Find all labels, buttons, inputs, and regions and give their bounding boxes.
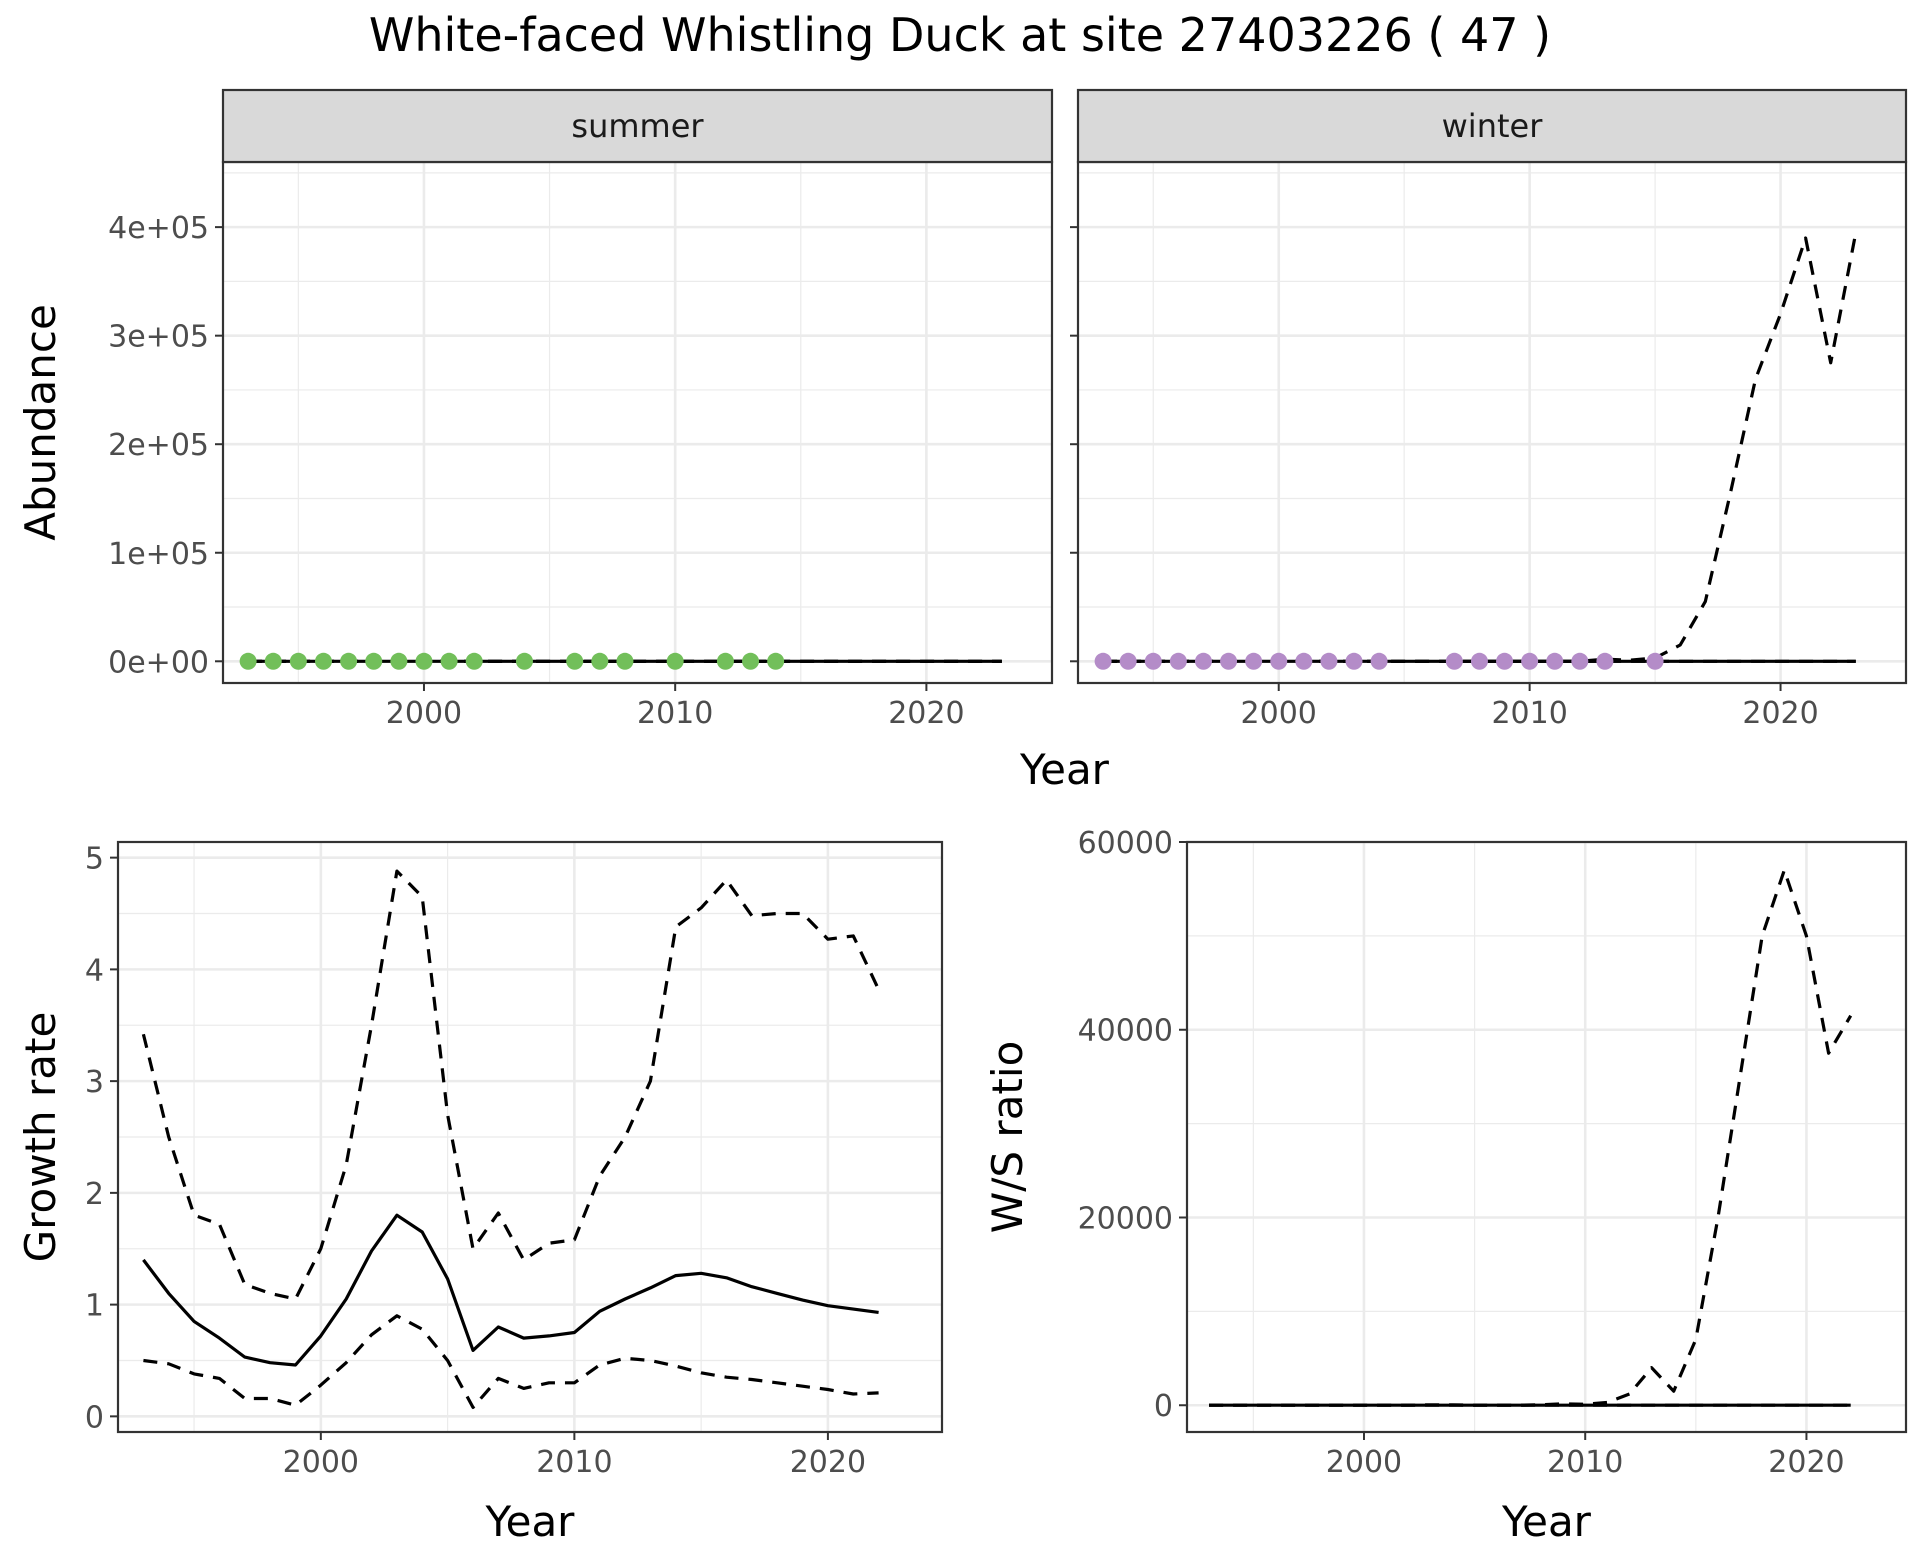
data-point bbox=[616, 652, 634, 670]
summer-panel bbox=[215, 88, 1054, 691]
y-tick-label: 2 bbox=[85, 1177, 104, 1212]
y-tick-label: 1 bbox=[85, 1289, 104, 1324]
data-point bbox=[1445, 652, 1463, 670]
winter-panel bbox=[1070, 88, 1908, 691]
x-tick-label: 2000 bbox=[386, 696, 462, 731]
data-point bbox=[1345, 652, 1363, 670]
data-point bbox=[767, 652, 785, 670]
data-point bbox=[1546, 652, 1564, 670]
confidence-bound-line bbox=[1209, 868, 1853, 1407]
data-point bbox=[1521, 652, 1539, 670]
x-tick-label: 2020 bbox=[790, 1445, 866, 1480]
x-tick-label: 2000 bbox=[283, 1445, 359, 1480]
panel-border bbox=[1185, 840, 1908, 1434]
data-point bbox=[1220, 652, 1238, 670]
data-point bbox=[1646, 652, 1664, 670]
y-tick-label: 5 bbox=[85, 842, 104, 877]
data-point bbox=[1270, 652, 1288, 670]
x-tick-label: 2010 bbox=[637, 696, 713, 731]
x-tick-label: 2000 bbox=[1326, 1445, 1402, 1480]
data-point bbox=[415, 652, 433, 670]
y-tick-label: 1e+05 bbox=[108, 537, 209, 572]
data-point bbox=[1496, 652, 1514, 670]
y-axis-title: W/S ratio bbox=[983, 1041, 1032, 1234]
y-tick-label: 4e+05 bbox=[108, 211, 209, 246]
data-point bbox=[1370, 652, 1388, 670]
data-point bbox=[1094, 652, 1112, 670]
data-point bbox=[289, 652, 307, 670]
data-point bbox=[1571, 652, 1589, 670]
data-point bbox=[1194, 652, 1212, 670]
x-tick-label: 2010 bbox=[1547, 1445, 1623, 1480]
y-tick-label: 0e+00 bbox=[108, 645, 209, 680]
data-point bbox=[666, 652, 684, 670]
x-tick-label: 2020 bbox=[1768, 1445, 1844, 1480]
x-axis-title: Year bbox=[485, 1497, 576, 1546]
estimate-line bbox=[142, 1213, 879, 1367]
y-tick-label: 3e+05 bbox=[108, 320, 209, 355]
facet-strip bbox=[1076, 88, 1908, 164]
data-point bbox=[1596, 652, 1614, 670]
x-tick-label: 2020 bbox=[888, 696, 964, 731]
panel-border bbox=[116, 840, 944, 1434]
data-point bbox=[239, 652, 257, 670]
x-tick-label: 2010 bbox=[1491, 696, 1567, 731]
data-point bbox=[390, 652, 408, 670]
data-point bbox=[465, 652, 483, 670]
y-tick-label: 3 bbox=[85, 1065, 104, 1100]
x-axis-title: Year bbox=[1019, 745, 1110, 794]
x-axis-title: Year bbox=[1501, 1497, 1592, 1546]
chart-title: White-faced Whistling Duck at site 27403… bbox=[368, 8, 1552, 62]
y-axis-title: Growth rate bbox=[16, 1012, 65, 1263]
data-point bbox=[742, 652, 760, 670]
y-tick-label: 4 bbox=[85, 953, 104, 988]
data-point bbox=[591, 652, 609, 670]
confidence-bound-line bbox=[1103, 232, 1858, 663]
confidence-bound-line bbox=[143, 1314, 879, 1410]
data-point bbox=[440, 652, 458, 670]
data-point bbox=[1295, 652, 1313, 670]
facet-strip bbox=[221, 88, 1054, 164]
y-tick-label: 0 bbox=[85, 1400, 104, 1435]
facet-strip-label: winter bbox=[1442, 107, 1544, 145]
data-point bbox=[1470, 652, 1488, 670]
data-point bbox=[1144, 652, 1162, 670]
x-tick-label: 2000 bbox=[1241, 696, 1317, 731]
confidence-bound-line bbox=[141, 869, 881, 1301]
growth-panel bbox=[110, 840, 944, 1440]
data-point bbox=[1320, 652, 1338, 670]
y-tick-label: 60000 bbox=[1078, 826, 1173, 861]
y-tick-label: 2e+05 bbox=[108, 428, 209, 463]
data-point bbox=[1119, 652, 1137, 670]
data-point bbox=[566, 652, 584, 670]
data-point bbox=[365, 652, 383, 670]
data-point bbox=[1245, 652, 1263, 670]
data-point bbox=[314, 652, 332, 670]
facet-strip-label: summer bbox=[571, 107, 704, 145]
data-point bbox=[264, 652, 282, 670]
y-tick-label: 40000 bbox=[1078, 1014, 1173, 1049]
data-point bbox=[515, 652, 533, 670]
y-tick-label: 20000 bbox=[1078, 1201, 1173, 1236]
x-tick-label: 2010 bbox=[536, 1445, 612, 1480]
y-axis-title: Abundance bbox=[16, 304, 65, 541]
ratio-panel bbox=[1179, 840, 1908, 1440]
y-tick-label: 0 bbox=[1154, 1389, 1173, 1424]
data-point bbox=[716, 652, 734, 670]
data-point bbox=[1169, 652, 1187, 670]
x-tick-label: 2020 bbox=[1742, 696, 1818, 731]
data-point bbox=[340, 652, 358, 670]
